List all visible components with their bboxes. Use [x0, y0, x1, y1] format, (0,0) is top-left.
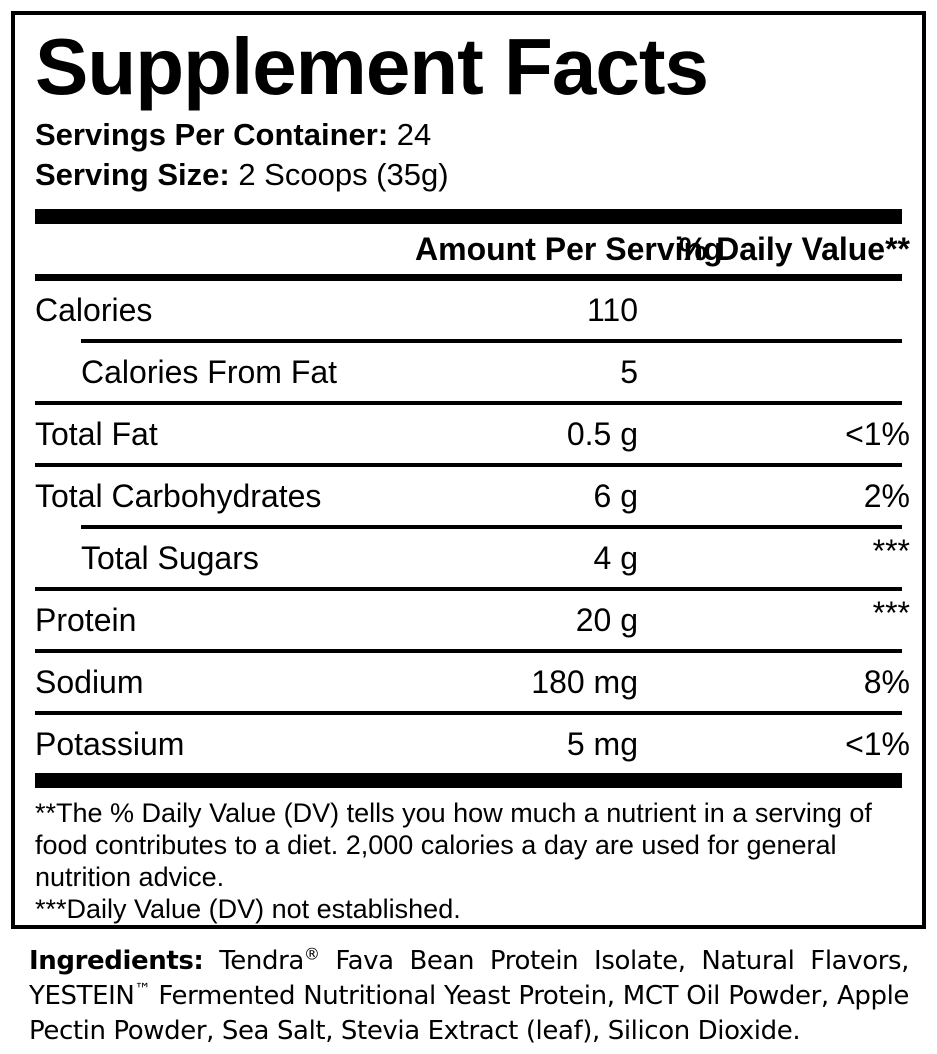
nutrition-rows-calories: Calories 110: [35, 281, 910, 339]
nutrient-daily-value: <1%: [845, 416, 910, 452]
divider-thick-bottom: [35, 773, 902, 788]
nutrient-name: Total Carbohydrates: [35, 478, 322, 514]
table-row: Calories 110: [35, 281, 910, 339]
nutrient-amount: 5 mg: [566, 726, 638, 762]
divider-indent-calories-from-fat: [81, 339, 902, 343]
nutrient-amount: 20 g: [575, 602, 638, 638]
nutrient-daily-value: <1%: [845, 726, 910, 762]
nutrition-rows-sodium: Sodium 180 mg 8%: [35, 653, 910, 711]
trademark-icon: ™: [134, 979, 151, 999]
nutrition-rows-total-carbohydrates: Total Carbohydrates 6 g 2%: [35, 467, 910, 525]
divider-above-sodium: [35, 649, 902, 653]
page-title: Supplement Facts: [35, 22, 709, 111]
column-header-amount-per-serving: Amount Per Serving: [415, 231, 723, 267]
nutrient-daily-value: 2%: [863, 478, 910, 514]
servings-per-container-line: Servings Per Container: 24: [35, 115, 902, 155]
table-row: Calories From Fat 5: [35, 343, 910, 401]
nutrition-rows-potassium: Potassium 5 mg <1%: [35, 715, 910, 773]
nutrient-amount: 4 g: [593, 540, 638, 576]
divider-thick-top: [35, 209, 902, 224]
nutrition-table: Amount Per Serving % Daily Value**: [35, 224, 910, 274]
nutrient-amount: 6 g: [593, 478, 638, 514]
nutrient-name: Potassium: [35, 726, 185, 762]
divider-above-total-fat: [35, 401, 902, 405]
divider-below-header: [35, 274, 902, 281]
footnote-not-established: ***Daily Value (DV) not established.: [35, 894, 461, 924]
nutrition-rows-total-sugars: Total Sugars 4 g ***: [35, 529, 910, 587]
nutrient-name: Calories From Fat: [81, 354, 338, 390]
ingredients-text-part-2: Fava Bean Protein Isolate, Natural Flavo…: [29, 946, 910, 1011]
registered-trademark-icon: ®: [303, 944, 320, 964]
nutrient-amount: 110: [586, 292, 638, 328]
table-row: Total Fat 0.5 g <1%: [35, 405, 910, 463]
ingredients-label: Ingredients:: [29, 946, 204, 976]
ingredients-text-part-1: Tendra: [203, 946, 304, 976]
table-row: Potassium 5 mg <1%: [35, 715, 910, 773]
nutrient-daily-value: ***: [872, 533, 910, 569]
nutrient-name: Total Sugars: [81, 540, 259, 576]
ingredients-text-part-3: Fermented Nutritional Yeast Protein, MCT…: [29, 981, 909, 1046]
nutrient-daily-value: [640, 343, 910, 401]
serving-size-line: Serving Size: 2 Scoops (35g): [35, 155, 902, 195]
nutrition-rows-total-fat: Total Fat 0.5 g <1%: [35, 405, 910, 463]
table-row: Total Carbohydrates 6 g 2%: [35, 467, 910, 525]
servings-per-container-label: Servings Per Container:: [35, 117, 389, 152]
column-header-name: [35, 224, 415, 274]
serving-size-value: 2 Scoops (35g): [238, 157, 449, 192]
table-header-row: Amount Per Serving % Daily Value**: [35, 224, 910, 274]
divider-above-protein: [35, 587, 902, 591]
footnote-daily-value: **The % Daily Value (DV) tells you how m…: [35, 798, 872, 892]
nutrient-name: Protein: [35, 602, 137, 638]
nutrient-amount: 180 mg: [531, 664, 638, 700]
divider-above-total-carbohydrates: [35, 463, 902, 467]
column-header-daily-value: % Daily Value**: [678, 231, 910, 267]
table-row: Sodium 180 mg 8%: [35, 653, 910, 711]
divider-indent-total-sugars: [81, 525, 902, 529]
nutrient-amount: 0.5 g: [566, 416, 638, 452]
ingredients-block: Ingredients: Tendra® Fava Bean Protein I…: [29, 944, 909, 1049]
nutrient-name: Sodium: [35, 664, 144, 700]
nutrient-name: Total Fat: [35, 416, 158, 452]
nutrient-name: Calories: [35, 292, 153, 328]
nutrient-daily-value: [640, 281, 910, 339]
table-row: Total Sugars 4 g ***: [35, 529, 910, 587]
supplement-facts-panel: Supplement Facts Servings Per Container:…: [11, 11, 926, 929]
footnotes: **The % Daily Value (DV) tells you how m…: [35, 788, 902, 925]
serving-size-label: Serving Size:: [35, 157, 230, 192]
servings-per-container-value: 24: [396, 117, 432, 152]
nutrition-rows-protein: Protein 20 g ***: [35, 591, 910, 649]
nutrition-rows-calories-from-fat: Calories From Fat 5: [35, 343, 910, 401]
nutrient-amount: 5: [620, 354, 638, 390]
nutrient-daily-value: 8%: [863, 664, 910, 700]
table-row: Protein 20 g ***: [35, 591, 910, 649]
nutrient-daily-value: ***: [872, 595, 910, 631]
supplement-facts-content: Supplement Facts Servings Per Container:…: [35, 21, 910, 925]
divider-above-potassium: [35, 711, 902, 715]
